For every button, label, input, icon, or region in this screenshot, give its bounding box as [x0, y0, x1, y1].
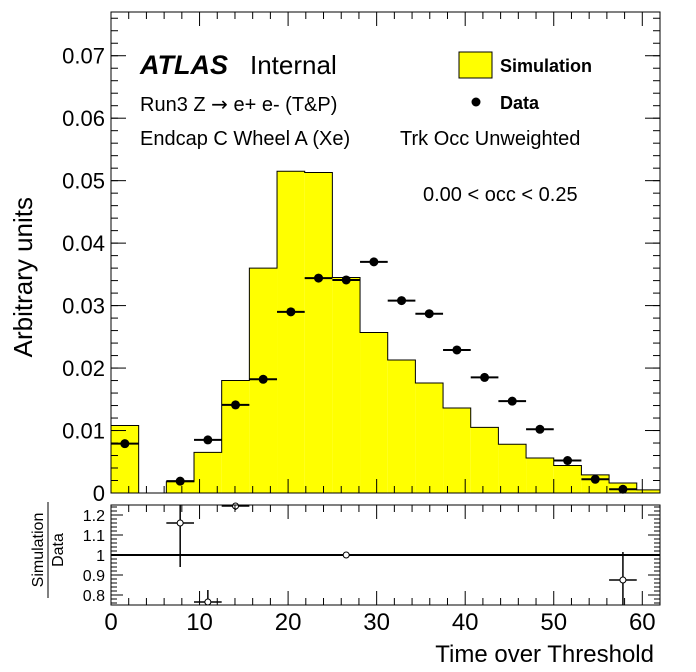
- ratio-ytick-labels: 0.8 0.9 1 1.1 1.2: [83, 508, 105, 605]
- region-label: Endcap C Wheel A (Xe): [140, 128, 350, 150]
- simulation-bar: [387, 359, 416, 493]
- simulation-outline: [110, 170, 661, 494]
- legend-data-label: Data: [500, 93, 540, 113]
- data-point: [535, 424, 545, 434]
- simulation-bar: [166, 481, 195, 493]
- simulation-bar: [277, 171, 305, 494]
- legend-simulation-swatch: [458, 51, 493, 79]
- y-tick-label: 0.04: [62, 231, 105, 256]
- main-panel: 0 0.01 0.02 0.03 0.04 0.05 0.06 0.07 Arbitrary …: [8, 11, 661, 506]
- data-point: [480, 372, 490, 382]
- y-tick-label: 0.03: [62, 294, 105, 319]
- simulation-bar: [470, 427, 499, 493]
- ratio-point: [176, 519, 184, 527]
- x-tick-label: 20: [275, 609, 302, 636]
- ratio-panel: 0.8 0.9 1 1.1 1.2 0 10 20 30 40 50 60 Simulation D…: [30, 502, 661, 668]
- data-point: [120, 439, 130, 449]
- main-plot-content: [110, 170, 661, 494]
- data-point: [563, 456, 573, 466]
- data-point: [314, 273, 324, 283]
- simulation-bar: [111, 425, 139, 493]
- data-point: [424, 309, 434, 319]
- ratio-y-tick-label: 1.2: [83, 508, 105, 525]
- y-tick-label: 0.02: [62, 356, 105, 381]
- atlas-brand: ATLAS: [139, 50, 228, 80]
- y-tick-label: 0.01: [62, 419, 105, 444]
- x-tick-label: 40: [452, 609, 479, 636]
- simulation-bar: [304, 172, 333, 494]
- process-label-prefix: Run3 Z: [140, 94, 211, 116]
- data-point: [397, 296, 407, 306]
- simulation-bar: [415, 383, 444, 493]
- occupancy-cut-label: 0.00 < occ < 0.25: [423, 184, 578, 206]
- ratio-ylabel-numerator: Simulation: [30, 513, 47, 588]
- ratio-y-tick-label: 0.9: [83, 568, 105, 585]
- data-point: [507, 396, 517, 406]
- y-tick-label: 0.06: [62, 106, 105, 131]
- data-point: [341, 275, 351, 285]
- process-label-suffix: e+ e- (T&P): [228, 94, 337, 116]
- simulation-bar: [443, 408, 471, 493]
- ratio-point: [342, 551, 350, 559]
- data-point: [452, 345, 462, 355]
- simulation-bar: [332, 277, 361, 493]
- simulation-bar: [498, 444, 527, 493]
- legend-simulation-label: Simulation: [500, 56, 592, 76]
- x-tick-label: 10: [186, 609, 213, 636]
- data-point: [258, 374, 268, 384]
- data-point: [175, 476, 185, 486]
- main-plot-frame: [110, 11, 661, 494]
- x-tick-label: 0: [104, 609, 117, 636]
- y-tick-label: 0: [93, 481, 105, 506]
- data-point: [286, 307, 296, 317]
- ratio-plot-content: [111, 502, 660, 606]
- ratio-y-tick-label: 0.8: [83, 588, 105, 605]
- x-tick-labels: 0 10 20 30 40 50 60: [104, 609, 655, 636]
- ratio-ylabel-denominator: Data: [50, 533, 67, 567]
- data-point: [590, 474, 600, 484]
- weighting-label: Trk Occ Unweighted: [400, 128, 580, 150]
- legend: Simulation Data: [458, 51, 592, 113]
- main-ticks: [110, 12, 661, 494]
- y-tick-label: 0.07: [62, 44, 105, 69]
- simulation-bar: [553, 465, 582, 493]
- ratio-point: [232, 502, 240, 510]
- ratio-point: [204, 598, 212, 606]
- data-point: [203, 435, 213, 445]
- ratio-ticks: [110, 505, 661, 605]
- x-tick-label: 30: [363, 609, 390, 636]
- ratio-y-tick-label: 1.1: [83, 528, 105, 545]
- data-point: [369, 257, 379, 267]
- y-axis-label: Arbitrary units: [8, 197, 38, 357]
- y-tick-label: 0.05: [62, 169, 105, 194]
- x-tick-label: 60: [629, 609, 656, 636]
- process-label: Run3 Z → e+ e- (T&P): [140, 92, 337, 116]
- main-ytick-labels: 0 0.01 0.02 0.03 0.04 0.05 0.06 0.07: [62, 44, 105, 506]
- legend-data-marker: [471, 97, 481, 107]
- data-point: [231, 400, 241, 410]
- x-axis-label: Time over Threshold: [435, 641, 654, 668]
- arrow-symbol: →: [211, 92, 228, 116]
- atlas-brand-suffix: Internal: [250, 50, 337, 80]
- simulation-bar: [636, 489, 660, 493]
- simulation-bar: [526, 458, 554, 493]
- ratio-point: [619, 576, 627, 584]
- simulation-bar: [360, 332, 388, 493]
- ratio-y-tick-label: 1: [96, 548, 105, 565]
- x-tick-label: 50: [540, 609, 567, 636]
- data-point: [618, 484, 628, 494]
- simulation-bar: [221, 380, 250, 493]
